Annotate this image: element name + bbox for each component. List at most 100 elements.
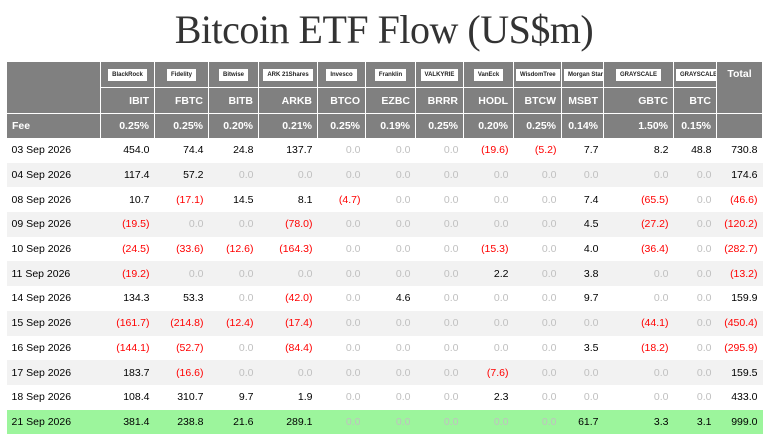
flow-cell: 0.0 <box>208 261 259 287</box>
flow-cell: 0.0 <box>317 236 366 262</box>
flow-cell: 117.4 <box>100 162 155 188</box>
flow-cell: 310.7 <box>154 384 209 410</box>
flow-cell: 0.0 <box>415 236 464 262</box>
flow-cell: 0.0 <box>154 212 209 237</box>
flow-cell: 0.0 <box>415 187 464 213</box>
flow-cell: 0.0 <box>365 384 416 410</box>
flow-cell: (19.2) <box>100 261 155 287</box>
total-cell: 999.0 <box>716 409 763 435</box>
flow-cell: 0.0 <box>463 162 514 188</box>
fee-total-blank <box>716 113 763 138</box>
flow-cell: 0.0 <box>463 310 514 336</box>
flow-cell: 0.0 <box>463 335 514 361</box>
flow-cell: 0.0 <box>415 409 464 435</box>
flow-cell: 0.0 <box>673 384 717 410</box>
flow-cell: (19.6) <box>463 138 514 163</box>
flow-cell: 0.0 <box>317 138 366 163</box>
date-cell: 04 Sep 2026 <box>6 162 101 188</box>
date-cell: 17 Sep 2026 <box>6 360 101 385</box>
flow-cell: 0.0 <box>513 286 562 311</box>
ticker-header-fbtc: FBTC <box>154 87 209 114</box>
flow-cell: 3.5 <box>561 335 604 361</box>
flow-cell: 0.0 <box>365 138 416 163</box>
flow-cell: 21.6 <box>208 409 259 435</box>
flow-cell: 0.0 <box>513 212 562 237</box>
flow-cell: (15.3) <box>463 236 514 262</box>
flow-cell: (19.5) <box>100 212 155 237</box>
flow-cell: 0.0 <box>415 310 464 336</box>
flow-cell: 0.0 <box>673 212 717 237</box>
ticker-header-ezbc: EZBC <box>365 87 416 114</box>
flow-cell: (84.4) <box>258 335 318 361</box>
flow-cell: 57.2 <box>154 162 209 188</box>
flow-cell: 0.0 <box>258 261 318 287</box>
flow-cell: 0.0 <box>208 162 259 188</box>
date-cell: 14 Sep 2026 <box>6 286 101 311</box>
flow-cell: 74.4 <box>154 138 209 163</box>
flow-cell: (214.8) <box>154 310 209 336</box>
flow-cell: (65.5) <box>603 187 674 213</box>
flow-cell: 0.0 <box>673 162 717 188</box>
date-cell: 08 Sep 2026 <box>6 187 101 213</box>
flow-cell: 0.0 <box>365 360 416 385</box>
flow-cell: 108.4 <box>100 384 155 410</box>
fee-cell: 0.21% <box>258 113 318 138</box>
flow-cell: 3.3 <box>603 409 674 435</box>
flow-cell: 0.0 <box>415 335 464 361</box>
issuer-logo: Invesco <box>317 61 366 88</box>
ticker-header-btc: BTC <box>673 87 717 114</box>
table-row: 15 Sep 2026 (161.7) (214.8) (12.4) (17.4) 0.0… <box>6 310 763 336</box>
flow-cell: 0.0 <box>463 187 514 213</box>
date-cell: 16 Sep 2026 <box>6 335 101 361</box>
fee-cell: 0.25% <box>100 113 155 138</box>
flow-cell: 7.4 <box>561 187 604 213</box>
flow-cell: 0.0 <box>365 261 416 287</box>
chart-title: Bitcoin ETF Flow (US$m) <box>174 7 594 52</box>
ticker-header-brrr: BRRR <box>415 87 464 114</box>
flow-cell: 0.0 <box>365 187 416 213</box>
flow-cell: 0.0 <box>258 360 318 385</box>
table-row: 03 Sep 2026 454.0 74.4 24.8 137.7 0.0 0.0 0.0 (1… <box>6 138 763 163</box>
flow-cell: 454.0 <box>100 138 155 163</box>
flow-cell: 0.0 <box>561 360 604 385</box>
flow-cell: 0.0 <box>208 286 259 311</box>
flow-cell: 0.0 <box>415 384 464 410</box>
fee-cell: 0.25% <box>154 113 209 138</box>
flow-cell: 0.0 <box>208 360 259 385</box>
flow-cell: 0.0 <box>317 310 366 336</box>
ticker-header-btcw: BTCW <box>513 87 562 114</box>
flow-cell: 4.6 <box>365 286 416 311</box>
date-cell: 21 Sep 2026 <box>6 409 101 435</box>
total-cell: 159.9 <box>716 286 763 311</box>
flow-cell: 0.0 <box>673 360 717 385</box>
flow-cell: 0.0 <box>463 286 514 311</box>
flow-cell: 0.0 <box>603 261 674 287</box>
fee-cell: 0.20% <box>463 113 514 138</box>
table-row: 14 Sep 2026 134.3 53.3 0.0 (42.0) 0.0 4.6 0.0 0.… <box>6 286 763 311</box>
flow-cell: 9.7 <box>208 384 259 410</box>
flow-cell: 0.0 <box>673 310 717 336</box>
flow-cell: 3.1 <box>673 409 717 435</box>
issuer-logo: VanEck <box>463 61 514 88</box>
flow-cell: 0.0 <box>317 360 366 385</box>
flow-cell: 0.0 <box>317 212 366 237</box>
flow-cell: (4.7) <box>317 187 366 213</box>
flow-cell: (78.0) <box>258 212 318 237</box>
issuer-logo: Bitwise <box>208 61 259 88</box>
header-corner <box>6 61 101 114</box>
flow-cell: 0.0 <box>513 162 562 188</box>
issuer-logo: VALKYRIE <box>415 61 464 88</box>
issuer-logo: Morgan Stanley <box>561 61 604 88</box>
flow-cell: (42.0) <box>258 286 318 311</box>
issuer-logo: BlackRock <box>100 61 155 88</box>
table-header: BlackRock Fidelity Bitwise ARK 21Shares … <box>6 61 763 138</box>
date-cell: 15 Sep 2026 <box>6 310 101 336</box>
fee-cell: 0.25% <box>513 113 562 138</box>
flow-cell: 9.7 <box>561 286 604 311</box>
flow-cell: (36.4) <box>603 236 674 262</box>
flow-cell: 0.0 <box>561 310 604 336</box>
fee-label: Fee <box>6 113 101 138</box>
flow-cell: 24.8 <box>208 138 259 163</box>
flow-cell: 0.0 <box>317 335 366 361</box>
flow-cell: (16.6) <box>154 360 209 385</box>
